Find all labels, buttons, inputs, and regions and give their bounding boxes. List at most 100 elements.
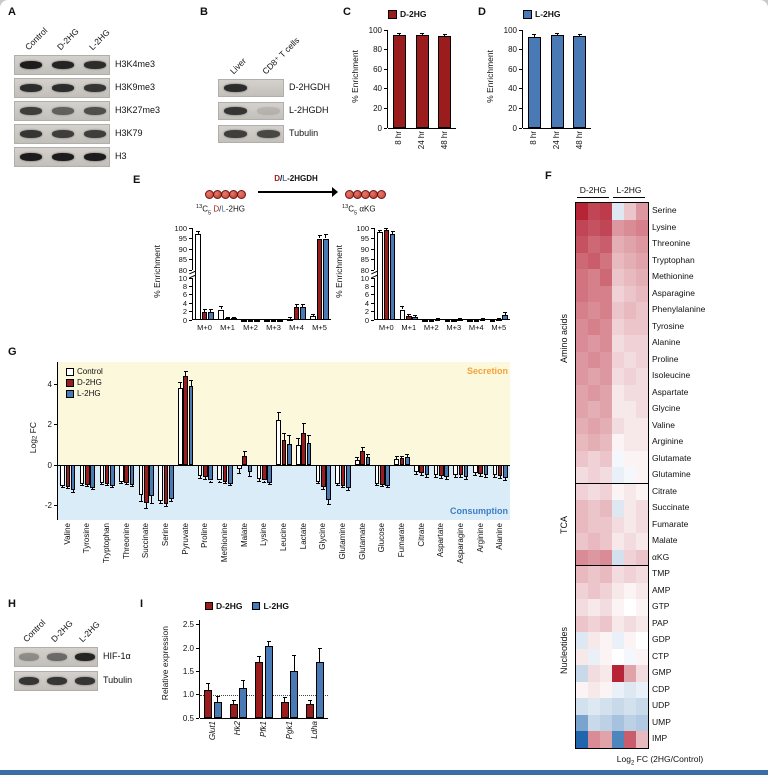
y-tick-label: 8 <box>182 281 187 291</box>
heatmap-column-group-label: D-2HG <box>579 185 607 195</box>
error-cap <box>282 433 286 435</box>
bar <box>326 465 331 500</box>
product-name: αKG <box>357 204 376 214</box>
bar <box>392 34 406 128</box>
heat-cell <box>612 698 624 715</box>
error-cap <box>144 508 149 510</box>
error-bar <box>460 475 462 478</box>
carbon-bead <box>237 190 246 199</box>
x-label: Fumarate <box>396 523 406 558</box>
lane-label: D-2HG <box>48 618 75 644</box>
y-tick <box>519 68 522 70</box>
heat-cell <box>612 467 624 484</box>
error-bar <box>244 451 246 457</box>
lane-label: Control <box>20 617 48 644</box>
secretion-label: Secretion <box>466 366 508 376</box>
panel-i-y-axis-label: Relative expression <box>160 626 170 701</box>
heat-cell <box>624 450 636 467</box>
x-label: Glycine <box>318 523 328 550</box>
error-bar <box>322 486 324 489</box>
heat-cell <box>636 236 648 253</box>
panel-e-left-chart: 100 95 90 85 80 10 8 6 4 2 0 M+0 M+1 M+2 M+3 M+4 M+5 <box>174 224 331 332</box>
error-bar <box>120 481 122 484</box>
error-bar <box>165 503 167 507</box>
heat-cell <box>588 302 600 319</box>
panel-c-label: C <box>343 6 351 18</box>
y-tick-label: 90 <box>360 244 369 254</box>
y-tick <box>54 383 57 385</box>
x-label: Threonine <box>121 523 131 560</box>
x-label: M+3 <box>266 323 281 332</box>
bar <box>389 234 396 320</box>
error-bar <box>319 648 321 662</box>
error-bar <box>446 477 448 480</box>
bar <box>463 465 469 478</box>
heat-cell <box>612 434 624 451</box>
x-label: 8 hr <box>529 131 539 145</box>
error-cap <box>119 483 124 485</box>
error-bar <box>204 477 206 480</box>
error-bar <box>337 483 339 486</box>
heat-cell <box>636 219 648 236</box>
heat-cell <box>624 417 636 434</box>
error-bar <box>185 371 187 377</box>
heat-row-label: IMP <box>652 733 668 744</box>
heat-cell <box>612 731 624 748</box>
heat-row-label: Asparagine <box>652 287 696 298</box>
heat-row-label: Succinate <box>652 502 690 513</box>
error-bar <box>319 235 320 239</box>
error-bar <box>414 315 416 317</box>
legend-swatch-d2hg <box>388 9 397 19</box>
bar <box>419 465 424 474</box>
heat-cell <box>612 269 624 286</box>
y-tick-label: 80 <box>373 45 382 55</box>
bar <box>129 465 135 485</box>
legend-swatch <box>66 378 74 387</box>
x-label: Proline <box>200 523 210 548</box>
heat-row-label: Methionine <box>652 271 694 282</box>
bar <box>306 704 315 718</box>
heat-cell <box>612 549 624 566</box>
error-cap <box>130 486 135 488</box>
y-tick <box>189 302 192 304</box>
error-cap <box>311 314 316 316</box>
error-bar <box>328 499 330 505</box>
heat-cell <box>636 500 648 517</box>
x-label: Glutamate <box>357 523 367 560</box>
bar <box>247 319 254 322</box>
protein-band <box>223 84 248 92</box>
heat-cell <box>624 285 636 302</box>
bar <box>316 238 323 320</box>
error-bar <box>219 480 221 483</box>
y-tick <box>189 248 192 250</box>
error-cap <box>492 476 497 478</box>
error-cap <box>90 489 95 491</box>
heat-cell <box>600 467 612 484</box>
legend-swatch <box>66 367 74 376</box>
bar <box>497 465 503 477</box>
legend-label: D-2HG <box>400 9 427 19</box>
error-bar <box>160 500 162 504</box>
heat-cell <box>624 714 636 731</box>
panel-e-right-chart: 100 95 90 85 80 10 8 6 4 2 0 M+0 M+1 M+2 M+3 M+4 M+5 <box>356 224 510 332</box>
heat-row-label: CDP <box>652 683 670 694</box>
bar <box>573 35 587 128</box>
heat-cell <box>624 665 636 682</box>
error-bar <box>131 484 133 487</box>
blot-row-label: D-2HGDH <box>289 82 331 92</box>
x-axis <box>200 717 328 719</box>
error-cap <box>326 504 331 506</box>
x-label: Pfk1 <box>259 721 268 738</box>
bar <box>276 419 281 466</box>
bar <box>158 465 164 501</box>
heat-cell <box>612 335 624 352</box>
y-tick-label: 20 <box>373 103 382 113</box>
error-bar <box>408 314 410 316</box>
error-cap <box>208 482 213 484</box>
y-tick <box>196 670 199 672</box>
heat-cell <box>612 236 624 253</box>
protein-band <box>19 677 39 685</box>
error-bar <box>392 231 394 235</box>
y-tick-label: 100 <box>356 223 369 233</box>
heat-cell <box>624 236 636 253</box>
